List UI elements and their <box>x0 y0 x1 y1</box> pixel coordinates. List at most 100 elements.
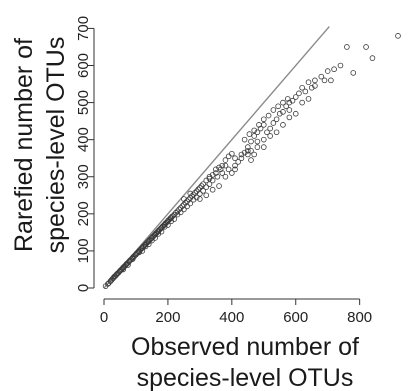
x-tick-label: 200 <box>155 309 180 326</box>
data-point <box>302 88 309 95</box>
data-point <box>321 77 328 84</box>
data-point <box>203 184 210 190</box>
data-point <box>251 151 257 158</box>
data-point <box>152 230 159 237</box>
data-point <box>113 272 119 278</box>
y-tick-label: 600 <box>75 53 92 78</box>
data-point <box>135 248 142 255</box>
data-point <box>245 151 251 158</box>
data-point <box>251 127 257 134</box>
data-point <box>148 235 155 242</box>
data-point <box>206 175 213 182</box>
x-tick-label: 600 <box>283 309 308 326</box>
y-tick-labels: 0 100 200 300 400 500 600 700 <box>75 16 92 292</box>
data-point <box>331 66 337 73</box>
data-point <box>286 99 293 106</box>
y-tick-label: 100 <box>75 238 92 263</box>
data-point <box>273 116 280 123</box>
data-point <box>312 77 318 84</box>
data-point <box>283 103 289 110</box>
data-point <box>238 151 245 158</box>
data-point <box>312 83 318 89</box>
x-tick-labels: 0 200 400 600 800 <box>100 309 372 326</box>
data-point <box>126 258 132 265</box>
data-point <box>142 242 148 248</box>
data-point <box>260 116 267 123</box>
x-axis-title-line-2: species-level OTUs <box>137 364 354 391</box>
data-point <box>292 110 299 117</box>
data-point <box>260 122 267 128</box>
data-point <box>305 79 312 85</box>
data-point <box>206 173 213 180</box>
data-point <box>254 129 261 136</box>
data-point <box>286 114 293 121</box>
x-axis-title-line-1: Observed number of <box>131 333 359 361</box>
data-point <box>124 260 130 267</box>
x-tick-label: 800 <box>347 309 372 326</box>
data-point <box>286 107 293 113</box>
data-point <box>177 209 184 216</box>
data-point <box>146 237 153 243</box>
data-point <box>130 254 137 260</box>
data-point <box>187 190 194 197</box>
data-point <box>369 55 376 61</box>
data-point <box>284 96 291 102</box>
data-point <box>299 84 305 91</box>
data-point <box>161 222 167 228</box>
x-tick-label: 400 <box>219 309 244 326</box>
data-point <box>151 232 158 238</box>
data-point <box>248 138 254 145</box>
data-point <box>219 170 226 176</box>
data-point <box>270 120 277 126</box>
data-point <box>132 252 139 258</box>
data-point <box>129 255 135 262</box>
data-point <box>238 155 245 162</box>
data-point <box>275 103 281 110</box>
data-point <box>222 157 229 163</box>
data-point <box>305 96 312 102</box>
data-point <box>363 44 369 50</box>
data-point <box>222 162 229 169</box>
data-point <box>127 257 134 263</box>
data-point <box>235 159 242 165</box>
data-point <box>245 144 251 150</box>
data-point <box>162 220 169 227</box>
data-point <box>203 177 210 184</box>
data-point <box>187 200 194 207</box>
data-point <box>328 77 334 84</box>
data-point <box>292 94 299 100</box>
data-point <box>318 73 325 80</box>
data-point <box>149 234 156 240</box>
data-point <box>168 214 175 220</box>
axes <box>88 27 361 305</box>
data-point <box>229 170 235 176</box>
y-axis-title-line-1: Rarefied number of <box>10 38 38 252</box>
data-point <box>184 203 190 210</box>
data-point <box>324 68 331 74</box>
data-point <box>122 262 129 268</box>
data-point <box>117 267 124 274</box>
data-point <box>241 149 248 156</box>
data-point <box>154 228 161 235</box>
data-point <box>174 208 181 215</box>
data-point <box>121 264 127 270</box>
data-point <box>265 112 272 119</box>
data-point <box>167 215 174 222</box>
data-point <box>209 172 216 178</box>
data-point <box>216 183 222 189</box>
data-point <box>256 122 262 128</box>
data-point <box>111 273 118 280</box>
data-point <box>136 249 142 256</box>
data-point <box>260 136 267 143</box>
data-point <box>145 241 152 248</box>
data-point <box>138 245 145 252</box>
data-point <box>165 217 172 223</box>
data-point <box>280 109 286 115</box>
data-point <box>273 129 280 136</box>
data-point <box>159 224 165 230</box>
data-point <box>219 162 226 169</box>
data-point <box>254 138 261 145</box>
data-point <box>114 270 121 277</box>
data-point <box>254 144 261 150</box>
